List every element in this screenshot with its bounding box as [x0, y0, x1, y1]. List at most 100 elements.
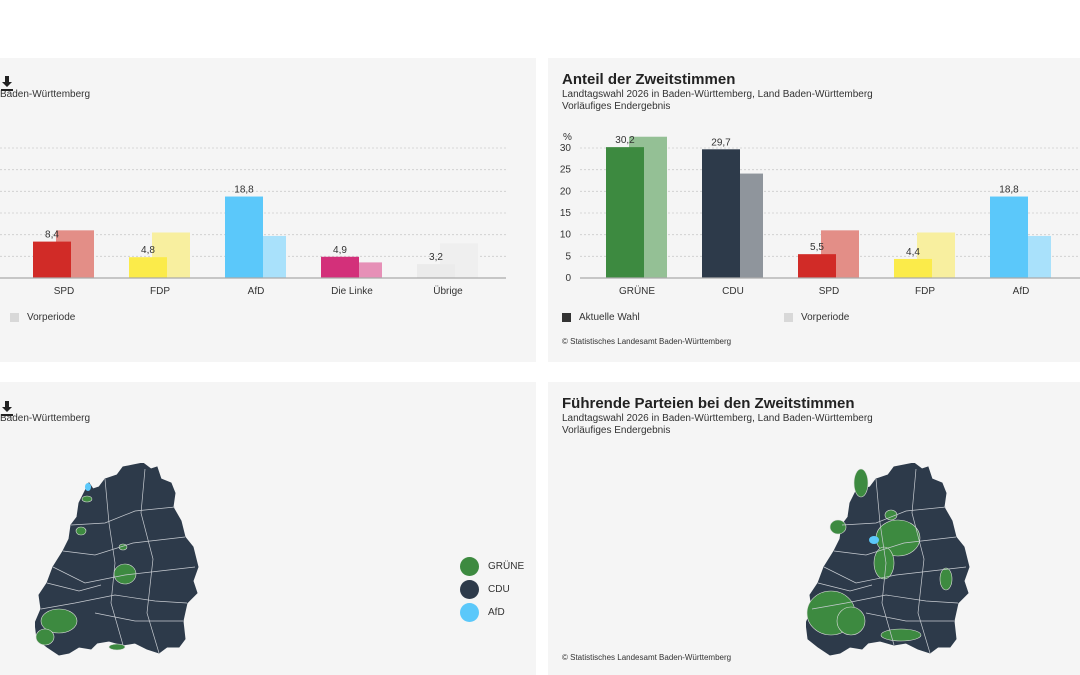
data-label: 29,7 [711, 137, 731, 148]
bar-chart-left: 8,4 SPD 4,8 FDP 18,8 AfD 4,9 Die Linke 3,2 Übrige [0, 147, 506, 297]
chart-subtitle-2: Vorläufiges Endergebnis [562, 101, 671, 112]
district-border [94, 612, 183, 622]
legend-swatch [10, 313, 19, 322]
y-tick-label: 25 [560, 165, 572, 176]
district-border [841, 506, 947, 526]
chart-title: Anteil der Zweitstimmen [562, 71, 736, 88]
legend-label: Aktuelle Wahl [579, 312, 640, 323]
legend-label: CDU [488, 584, 510, 595]
region-gruene [81, 495, 93, 503]
bar-chart-right: 0 5 10 15 20 25 30% 30,2 GRÜNE 29,7 CDU 5,5 SPD 4,4 FD… [560, 132, 1080, 297]
map-legend-item-cdu: CDU [460, 578, 524, 601]
data-label: 8,4 [45, 230, 59, 241]
map-baden-wuerttemberg[interactable] [806, 463, 971, 656]
legend-dot [460, 603, 479, 622]
district-border [70, 506, 176, 526]
y-axis-unit: % [563, 132, 572, 143]
map-baden-wuerttemberg[interactable] [35, 463, 200, 656]
y-tick-label: 10 [560, 230, 572, 241]
x-tick-label: SPD [54, 286, 75, 297]
region-gruene [836, 606, 866, 636]
data-label: 3,2 [429, 252, 443, 263]
legend-swatch [562, 313, 571, 322]
copyright: © Statistisches Landesamt Baden-Württemb… [562, 653, 732, 662]
region-gruene [35, 628, 55, 646]
bar-current-CDU [702, 149, 740, 278]
legend-swatch [784, 313, 793, 322]
legend-current: Aktuelle Wahl [562, 312, 640, 323]
region-gruene [40, 608, 78, 634]
y-tick-label: 20 [560, 186, 572, 197]
x-tick-label: AfD [248, 286, 265, 297]
x-tick-label: Übrige [433, 285, 463, 297]
region-gruene [880, 628, 922, 642]
bar-current-SPD [798, 254, 836, 278]
chart-subtitle: Landtagswahl 2026 in Baden-Württemberg, … [562, 89, 873, 100]
map-legend: GRÜNE CDU AfD [460, 555, 524, 624]
x-tick-label: AfD [1013, 286, 1030, 297]
region-gruene [853, 468, 869, 498]
map-subtitle-2: Vorläufiges Endergebnis [562, 425, 671, 436]
legend-dot [460, 557, 479, 576]
region-gruene [884, 509, 898, 521]
bar-current-GRÜNE [606, 147, 644, 278]
district-border [46, 582, 102, 592]
legend-label: Vorperiode [27, 312, 76, 323]
x-tick-label: GRÜNE [619, 285, 655, 297]
legend-previous: Vorperiode [10, 312, 75, 323]
region-cdu [35, 463, 199, 656]
bar-current-FDP [129, 257, 167, 278]
district-border [865, 612, 954, 622]
region-afd [869, 536, 879, 544]
x-tick-label: CDU [722, 286, 744, 297]
district-border [817, 582, 873, 592]
district-border [811, 594, 959, 610]
bar-current-Übrige [417, 264, 455, 278]
map-legend-item-gruene: GRÜNE [460, 555, 524, 578]
data-label: 18,8 [999, 185, 1019, 196]
download-icon[interactable] [0, 400, 14, 416]
y-tick-label: 15 [560, 208, 572, 219]
chart-panel-top-left: Baden-Württemberg 8,4 SPD 4,8 FDP 18,8 AfD 4,9… [0, 58, 536, 362]
data-label: 5,5 [810, 242, 824, 253]
region-gruene [939, 567, 953, 591]
district-border [911, 468, 931, 654]
district-border [833, 536, 957, 556]
map-panel-left: Baden-Württemberg GRÜNE CDU AfD [0, 382, 536, 675]
data-label: 4,4 [906, 247, 920, 258]
x-tick-label: Die Linke [331, 286, 373, 297]
district-border [52, 566, 196, 584]
region-gruene [829, 519, 847, 535]
district-border [823, 566, 967, 584]
region-gruene [873, 546, 895, 580]
region-gruene [75, 526, 87, 536]
x-tick-label: FDP [915, 286, 935, 297]
region-afd [85, 483, 91, 491]
bar-current-FDP [894, 258, 932, 278]
district-border [140, 468, 160, 654]
data-label: 18,8 [234, 185, 254, 196]
chart-subtitle: Baden-Württemberg [0, 89, 91, 100]
district-border [62, 536, 186, 556]
copyright: © Statistisches Landesamt Baden-Württemb… [562, 337, 732, 346]
x-tick-label: FDP [150, 286, 170, 297]
map-legend-item-afd: AfD [460, 601, 524, 624]
bar-current-AfD [225, 196, 263, 278]
bar-current-Die Linke [321, 256, 359, 278]
legend-previous: Vorperiode [784, 312, 849, 323]
map-title: Führende Parteien bei den Zweitstimmen [562, 395, 855, 412]
chart-panel-top-right: Anteil der Zweitstimmen Landtagswahl 202… [548, 58, 1080, 362]
legend-label: GRÜNE [488, 561, 525, 572]
legend-dot [460, 580, 479, 599]
data-label: 30,2 [615, 135, 635, 146]
bar-current-AfD [990, 196, 1028, 278]
download-icon[interactable] [0, 75, 14, 91]
y-tick-label: 5 [565, 251, 571, 262]
map-panel-right: Führende Parteien bei den Zweitstimmen L… [548, 382, 1080, 675]
legend-label: AfD [488, 607, 505, 618]
data-label: 4,8 [141, 245, 155, 256]
map-subtitle: Landtagswahl 2026 in Baden-Württemberg, … [562, 413, 873, 424]
map-subtitle: Baden-Württemberg [0, 413, 91, 424]
region-gruene [108, 643, 126, 651]
bar-current-SPD [33, 241, 71, 278]
